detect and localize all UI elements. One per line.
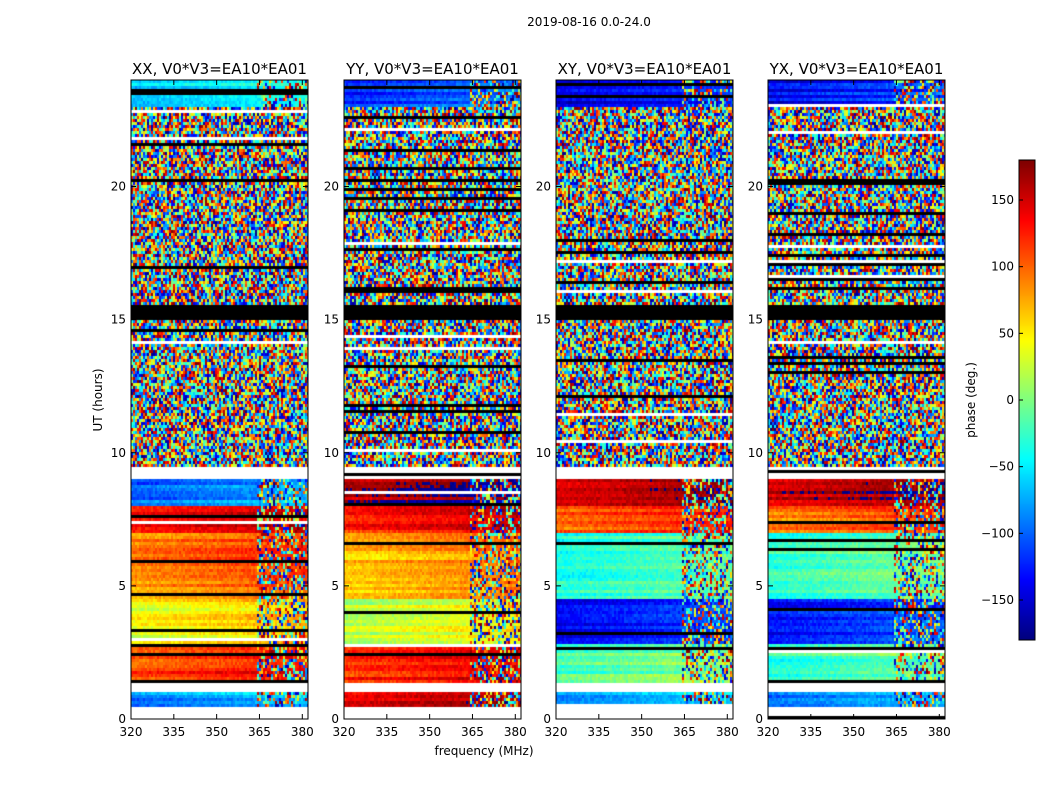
y-tick-label: 5: [543, 579, 551, 593]
x-tick-label: 365: [673, 725, 696, 739]
y-tick-label: 20: [748, 180, 763, 194]
y-tick-label: 10: [536, 446, 551, 460]
x-tick-label: 380: [291, 725, 314, 739]
heatmap-image: [556, 80, 733, 719]
colorbar-tick-label: 100: [991, 260, 1014, 274]
heatmap-image: [344, 80, 521, 719]
heatmap-image: [131, 80, 308, 719]
x-tick-label: 320: [333, 725, 356, 739]
x-tick-label: 335: [587, 725, 610, 739]
colorbar-gradient: [1019, 160, 1035, 640]
x-tick-label: 320: [545, 725, 568, 739]
x-tick-label: 350: [205, 725, 228, 739]
x-tick-label: 335: [162, 725, 185, 739]
y-tick-label: 5: [331, 579, 339, 593]
y-tick-label: 5: [755, 579, 763, 593]
panel-4: YX, V0*V3=EA10*EA01 320 335 350 365 380 0 5 10 15…: [748, 60, 951, 739]
colorbar-tick-label: 150: [991, 193, 1014, 207]
x-tick-label: 380: [928, 725, 951, 739]
y-tick-label: 20: [324, 180, 339, 194]
y-tick-label: 0: [543, 712, 551, 726]
y-tick-label: 0: [331, 712, 339, 726]
y-tick-label: 20: [536, 180, 551, 194]
panel-3: XY, V0*V3=EA10*EA01 320 335 350 365 380 0 5 10 15…: [536, 60, 739, 739]
figure-suptitle: 2019-08-16 0.0-24.0: [527, 15, 651, 29]
panel-title: YX, V0*V3=EA10*EA01: [769, 60, 944, 78]
y-tick-label: 15: [536, 313, 551, 327]
x-tick-label: 320: [757, 725, 780, 739]
colorbar-tick-label: −100: [981, 526, 1014, 540]
panels: XX, V0*V3=EA10*EA01 320 335 350 365 380 0 5 10 15…: [111, 60, 951, 739]
x-tick-label: 365: [885, 725, 908, 739]
axes-frame: [343, 79, 522, 720]
y-axis-label: UT (hours): [91, 368, 105, 431]
colorbar-label: phase (deg.): [964, 362, 978, 438]
panel-title: YY, V0*V3=EA10*EA01: [345, 60, 519, 78]
axes-frame: [767, 79, 946, 720]
x-tick-label: 350: [842, 725, 865, 739]
panel-title: XY, V0*V3=EA10*EA01: [558, 60, 732, 78]
panel-2: YY, V0*V3=EA10*EA01 320 335 350 365 380 0 5 10 15…: [324, 60, 527, 739]
x-tick-label: 320: [120, 725, 143, 739]
panel-1: XX, V0*V3=EA10*EA01 320 335 350 365 380 0 5 10 15…: [111, 60, 314, 739]
x-tick-label: 365: [248, 725, 271, 739]
y-tick-label: 20: [111, 180, 126, 194]
colorbar-tick-label: 50: [999, 326, 1014, 340]
y-tick-label: 5: [118, 579, 126, 593]
y-tick-label: 0: [118, 712, 126, 726]
x-tick-label: 335: [799, 725, 822, 739]
colorbar: −150 −100 −50 0 50 100 150: [981, 159, 1036, 641]
y-tick-label: 0: [755, 712, 763, 726]
x-tick-label: 365: [461, 725, 484, 739]
colorbar-tick-label: 0: [1006, 393, 1014, 407]
x-tick-label: 350: [630, 725, 653, 739]
y-tick-label: 10: [324, 446, 339, 460]
y-tick-label: 10: [111, 446, 126, 460]
y-tick-label: 15: [748, 313, 763, 327]
colorbar-tick-label: −150: [981, 593, 1014, 607]
x-tick-label: 350: [418, 725, 441, 739]
x-tick-label: 335: [375, 725, 398, 739]
heatmap-image: [768, 80, 945, 719]
y-tick-label: 15: [324, 313, 339, 327]
panel-title: XX, V0*V3=EA10*EA01: [132, 60, 307, 78]
colorbar-tick-label: −50: [989, 460, 1014, 474]
x-tick-label: 380: [504, 725, 527, 739]
axes-frame: [555, 79, 734, 720]
y-tick-label: 10: [748, 446, 763, 460]
x-axis-label: frequency (MHz): [434, 744, 533, 758]
x-tick-label: 380: [716, 725, 739, 739]
y-tick-label: 15: [111, 313, 126, 327]
axes-frame: [130, 79, 309, 720]
